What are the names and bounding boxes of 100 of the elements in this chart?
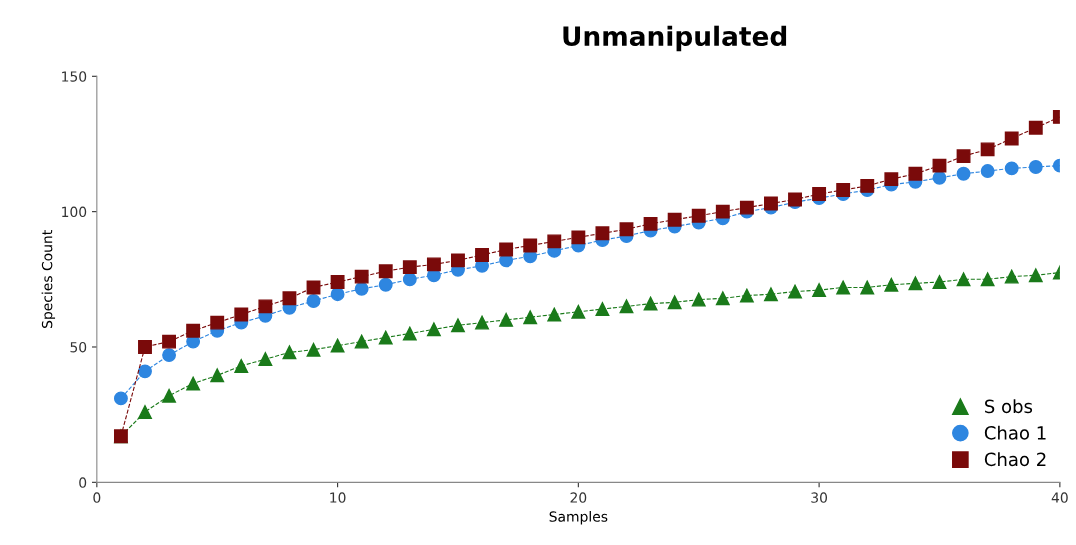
point [258,352,273,367]
point [836,183,851,197]
legend-label: S obs [985,399,1033,414]
point [908,166,923,181]
y-axis-title: Species Count [41,230,56,328]
point [739,288,754,303]
point [715,204,730,219]
point [643,216,658,231]
point [812,187,827,201]
point [138,405,152,419]
y-tick-label: 100 [62,206,87,218]
point [186,323,201,338]
point [306,342,321,357]
point [1028,160,1043,174]
point [162,334,177,349]
point [475,248,489,262]
point [595,302,610,317]
point [667,212,682,227]
point [667,295,682,310]
point [258,299,273,314]
point [378,264,393,279]
point [619,222,634,237]
point [138,340,152,354]
point [715,291,730,306]
point [619,299,634,314]
point [788,284,802,299]
legend-label: Chao 2 [984,452,1046,467]
point [210,315,225,330]
point [860,178,875,193]
point [402,272,417,287]
point [764,196,778,211]
point [595,226,610,241]
point [980,142,995,157]
point [138,364,152,379]
legend-label: Chao 1 [984,425,1046,440]
x-tick-label: 20 [570,492,587,503]
point [475,315,489,330]
point [306,294,321,308]
point [282,345,297,360]
point [354,334,369,349]
point [330,338,345,353]
point [162,348,177,363]
point [330,287,345,302]
point [547,307,562,322]
point [980,272,995,287]
point [330,275,345,289]
point [1004,161,1019,176]
y-tick-label: 150 [62,71,87,82]
point [691,292,706,307]
point [162,388,177,403]
point [764,287,778,302]
point [451,318,465,333]
point [1004,131,1019,146]
point [980,164,995,178]
point [547,234,562,249]
point [812,283,827,298]
point [691,208,706,223]
point [643,296,658,311]
point [402,326,417,341]
point [1004,269,1019,284]
point [956,149,971,164]
point [571,230,586,245]
point [1028,120,1043,135]
x-axis-title: Samples [549,511,608,525]
point [884,172,899,187]
point [860,280,875,295]
x-tick-label: 0 [93,492,101,503]
point [234,307,249,322]
point [378,330,393,345]
point [499,242,514,257]
point [739,200,754,215]
point [186,376,201,391]
point [956,166,971,181]
point [836,280,851,295]
point [354,269,369,284]
y-tick-label: 0 [79,477,87,488]
point [378,277,393,292]
chart-title: Unmanipulated [563,25,787,52]
point [426,257,441,272]
point [402,260,417,275]
x-tick-label: 40 [1051,492,1068,503]
point [523,238,538,253]
point [523,310,538,325]
point [234,358,249,373]
point [932,275,947,289]
point [1028,268,1043,283]
x-tick-label: 10 [330,492,346,503]
point [932,158,947,173]
point [908,276,923,291]
point [210,368,225,383]
point [956,272,971,287]
point [451,253,465,268]
point [426,322,441,337]
point [113,391,128,406]
point [306,280,321,295]
x-tick-label: 30 [811,492,828,503]
point [884,277,899,292]
point [499,312,514,327]
point [282,291,297,306]
y-tick-label: 50 [70,341,87,353]
